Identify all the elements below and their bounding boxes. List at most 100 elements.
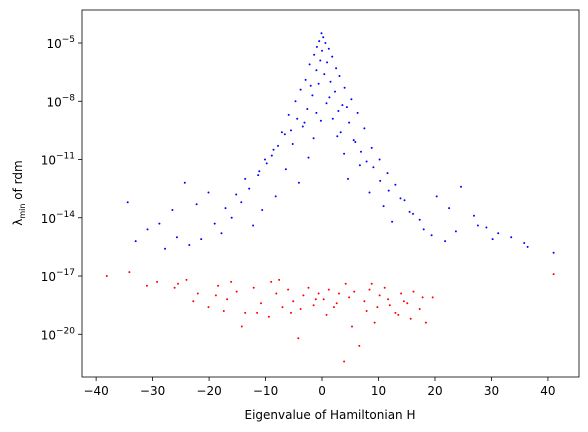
data-point [373, 321, 376, 324]
data-point [378, 294, 381, 297]
data-point [334, 90, 336, 93]
data-point [365, 310, 368, 312]
data-point [299, 308, 302, 310]
data-point [270, 154, 273, 157]
y-tick-label: 10−14 [41, 210, 76, 226]
data-point [327, 288, 330, 291]
data-point [345, 106, 348, 109]
data-point [431, 296, 434, 299]
data-point [195, 203, 198, 206]
data-point [343, 152, 346, 155]
data-point [399, 197, 402, 200]
data-point [421, 296, 424, 299]
data-point [510, 236, 513, 239]
data-point [277, 144, 279, 147]
data-point [400, 292, 403, 295]
data-point [126, 201, 129, 204]
data-point [360, 150, 362, 153]
data-point [485, 226, 488, 229]
data-point [258, 170, 261, 173]
x-tick-label: −10 [253, 384, 278, 398]
data-point [329, 80, 332, 83]
data-point [230, 216, 233, 219]
data-point [272, 148, 275, 151]
data-point [185, 278, 188, 281]
data-point [418, 308, 421, 310]
data-point [312, 304, 315, 307]
data-point [274, 195, 277, 198]
data-point [207, 306, 210, 309]
data-point [383, 286, 386, 289]
data-point [265, 162, 268, 165]
data-point [435, 195, 438, 198]
data-point [226, 298, 229, 301]
data-point [315, 111, 318, 114]
data-point [379, 179, 382, 182]
y-tick-label: 10−11 [41, 152, 75, 168]
data-point [156, 280, 159, 283]
data-point [192, 300, 195, 303]
plot-frame [81, 9, 580, 378]
series-1 [105, 271, 555, 363]
data-point [196, 292, 199, 295]
x-tick-label: 40 [540, 384, 555, 398]
x-tick-label: −30 [140, 384, 165, 398]
data-point [244, 177, 247, 180]
data-point [307, 286, 310, 289]
y-tick-label: 10−20 [41, 326, 76, 342]
data-point [299, 88, 302, 91]
data-point [292, 300, 295, 303]
data-point [146, 228, 149, 231]
data-point [207, 191, 210, 194]
data-point [297, 337, 300, 340]
data-point [406, 302, 409, 305]
data-point [173, 286, 176, 289]
data-point [322, 36, 325, 39]
y-axis-label: λmin of rdm [11, 160, 27, 225]
data-point [248, 187, 251, 190]
data-point [356, 111, 359, 114]
data-point [351, 325, 353, 328]
data-point [309, 84, 312, 87]
data-point [297, 181, 300, 184]
data-point [397, 313, 400, 316]
data-point [402, 300, 405, 303]
data-point [314, 298, 317, 301]
data-point [128, 271, 131, 274]
data-point [368, 288, 371, 291]
data-point [317, 82, 320, 85]
data-point [348, 296, 351, 299]
data-point [257, 174, 260, 177]
data-point [318, 40, 321, 43]
data-point [317, 292, 320, 295]
data-point [290, 311, 292, 314]
data-point [105, 275, 108, 277]
data-point [281, 306, 284, 309]
data-point [301, 125, 304, 128]
data-point [339, 131, 342, 134]
data-point [422, 228, 425, 231]
data-point [267, 315, 270, 318]
data-point [183, 181, 186, 184]
data-point [370, 146, 373, 149]
x-tick-label: −20 [196, 384, 221, 398]
data-point [326, 61, 329, 64]
data-point [331, 55, 334, 58]
data-point [338, 75, 341, 77]
data-point [214, 294, 217, 297]
data-point [394, 183, 397, 186]
data-point [291, 143, 294, 145]
data-point [323, 73, 326, 76]
data-point [224, 207, 227, 210]
data-point [331, 117, 334, 120]
data-point [403, 199, 406, 202]
data-point [306, 108, 309, 110]
y-tick-label: 10−8 [46, 93, 75, 109]
data-point [350, 98, 353, 101]
data-point [412, 290, 415, 293]
data-point [335, 67, 338, 70]
data-point [332, 306, 335, 309]
data-point [386, 172, 389, 175]
